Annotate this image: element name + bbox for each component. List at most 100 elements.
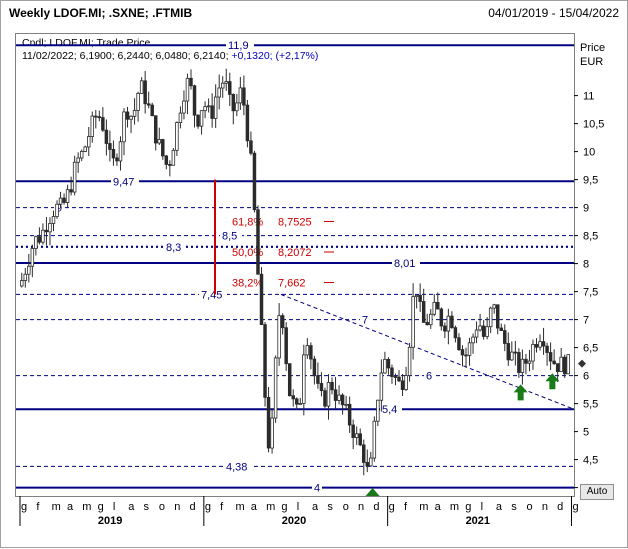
- candle-body: [319, 383, 324, 392]
- candle-body: [326, 382, 331, 407]
- y-tick-label: 6: [583, 371, 589, 383]
- candle-body: [273, 357, 278, 419]
- candle-body: [305, 345, 310, 356]
- level-label-bg: [312, 480, 322, 493]
- x-month-label: d: [373, 501, 379, 513]
- fib-value: 8,7525: [278, 216, 312, 228]
- candle-body: [344, 403, 348, 406]
- candle-body: [108, 143, 112, 150]
- y-tick-label: 8: [583, 259, 589, 271]
- y-tick-label: 7,5: [583, 287, 598, 299]
- level-label-bg: [164, 239, 186, 252]
- currency-label: EUR: [580, 56, 603, 68]
- candle-body: [432, 302, 437, 315]
- x-month-label: s: [327, 501, 333, 513]
- candle-body: [196, 114, 200, 127]
- candle-body: [139, 80, 144, 94]
- candle-body: [390, 367, 394, 377]
- candle-body: [65, 189, 70, 203]
- candle-body: [457, 337, 461, 350]
- candle-body: [210, 105, 214, 119]
- candle-body: [213, 96, 218, 119]
- candle-body: [485, 326, 489, 337]
- candle-body: [23, 273, 28, 281]
- candle-body: [354, 433, 359, 438]
- legend-line-2: 11/02/2022; 6,1900; 6,2440; 6,0480; 6,21…: [22, 50, 318, 62]
- candle-body: [48, 223, 52, 233]
- candle-body: [182, 100, 186, 114]
- x-month-label: m: [419, 501, 428, 513]
- candle-body: [153, 115, 158, 144]
- candle-body: [51, 216, 56, 224]
- date-range[interactable]: 04/01/2019 - 15/04/2022: [488, 6, 619, 20]
- x-month-label: g: [572, 501, 578, 513]
- candle-body: [545, 345, 549, 353]
- candle-body: [55, 203, 59, 217]
- candle-body: [115, 157, 119, 162]
- x-month-label: f: [220, 501, 224, 513]
- candle-body: [471, 336, 475, 344]
- x-month-label: o: [159, 501, 165, 513]
- up-arrow-icon: [545, 373, 560, 390]
- level-label: 9: [56, 203, 62, 215]
- level-label: 7: [362, 315, 368, 327]
- candle-body: [192, 85, 197, 116]
- candle-body: [27, 265, 31, 275]
- x-month-label: m: [450, 501, 459, 513]
- up-arrow-icon: [365, 488, 380, 496]
- level-label-bg: [111, 174, 139, 187]
- candle-body: [520, 358, 525, 373]
- level-label: 4: [314, 483, 320, 495]
- candle-body: [428, 313, 433, 326]
- candle-body: [524, 358, 528, 364]
- x-month-label: l: [297, 501, 299, 513]
- candle-body: [383, 358, 387, 374]
- candle-body: [372, 420, 377, 459]
- candle-body: [284, 327, 288, 365]
- candle-body: [464, 354, 468, 357]
- candle-body: [231, 93, 236, 112]
- candle-body: [450, 315, 454, 329]
- candle-body: [506, 343, 511, 361]
- candle-body: [287, 363, 292, 397]
- candle-body: [421, 301, 426, 323]
- candle-body: [178, 112, 183, 123]
- candle-body: [531, 344, 535, 362]
- level-label-bg: [54, 200, 64, 213]
- candle-body: [541, 341, 546, 347]
- candle-body: [503, 330, 507, 344]
- candle-body: [376, 399, 380, 422]
- y-tick-label: 9,5: [583, 175, 598, 187]
- candle-body: [104, 129, 109, 144]
- level-label: 4,38: [226, 461, 247, 473]
- candle-body: [393, 376, 398, 378]
- candle-body: [111, 149, 116, 159]
- candle-body: [411, 296, 415, 348]
- x-month-label: m: [52, 501, 61, 513]
- candle-body: [76, 157, 80, 163]
- candle-body: [513, 351, 518, 354]
- auto-scale-button[interactable]: Auto: [580, 484, 614, 500]
- level-label: 11,9: [228, 40, 249, 52]
- x-month-label: g: [21, 501, 27, 513]
- y-tick-label: 11: [583, 91, 594, 103]
- level-label-bg: [360, 312, 370, 325]
- x-month-label: n: [542, 501, 548, 513]
- candle-body: [365, 462, 370, 467]
- x-month-label: n: [358, 501, 364, 513]
- candle-body: [132, 110, 137, 117]
- plot-area[interactable]: Cndl; LDOF.MI; Trade Price 11/02/2022; 6,…: [15, 33, 575, 497]
- candle-body: [510, 351, 514, 361]
- candle-body: [83, 146, 87, 152]
- x-month-label: d: [557, 501, 563, 513]
- candle-body: [256, 209, 260, 275]
- x-month-label: a: [128, 501, 135, 513]
- x-month-label: a: [251, 501, 258, 513]
- candle-body: [171, 149, 176, 166]
- candle-body: [478, 325, 482, 331]
- candle-body: [164, 155, 169, 165]
- candle-body: [407, 346, 412, 376]
- candle-body: [101, 117, 105, 131]
- candle-body: [439, 308, 444, 327]
